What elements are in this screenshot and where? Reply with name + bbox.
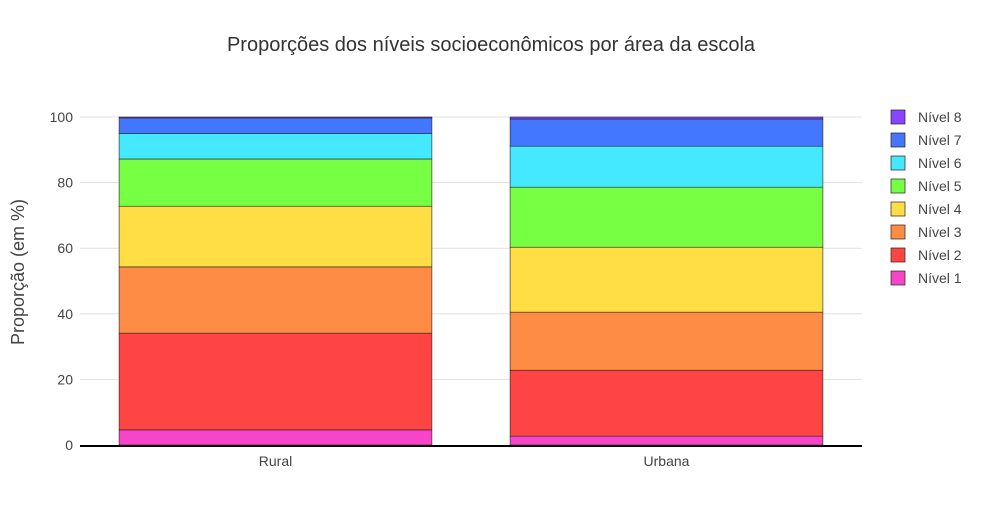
legend-item[interactable]: Nível 1 [890, 270, 962, 286]
bars [118, 116, 824, 446]
bar-segment[interactable] [118, 116, 433, 119]
legend-label: Nível 8 [918, 109, 962, 125]
bar-segment[interactable] [509, 246, 824, 313]
y-axis-title: Proporção (em %) [8, 199, 28, 345]
bar-segment[interactable] [118, 332, 433, 431]
legend-label: Nível 6 [918, 155, 962, 171]
legend-label: Nível 3 [918, 224, 962, 240]
bar-segment[interactable] [118, 158, 433, 207]
axes: 0 20 40 60 80 100 Rural Urbana [50, 109, 862, 469]
legend-label: Nível 1 [918, 270, 962, 286]
y-tick-label: 80 [57, 175, 73, 191]
y-tick-label: 60 [57, 240, 73, 256]
x-tick-label: Rural [259, 453, 292, 469]
legend-label: Nível 7 [918, 132, 962, 148]
y-tick-label: 20 [57, 371, 73, 387]
legend-item[interactable]: Nível 7 [890, 132, 962, 148]
legend-swatch [890, 178, 906, 194]
bar-segment[interactable] [509, 145, 824, 188]
bar-segment[interactable] [509, 116, 824, 120]
y-tick-label: 0 [65, 437, 73, 453]
chart-title: Proporções dos níveis socioeconômicos po… [227, 34, 756, 56]
bar-segment[interactable] [509, 186, 824, 248]
legend-label: Nível 2 [918, 247, 962, 263]
bar-segment[interactable] [509, 118, 824, 147]
bar-segment[interactable] [509, 311, 824, 371]
legend-swatch [890, 109, 906, 125]
legend-label: Nível 4 [918, 201, 962, 217]
legend-swatch [890, 247, 906, 263]
legend-item[interactable]: Nível 8 [890, 109, 962, 125]
x-tick-label: Urbana [644, 453, 690, 469]
legend-swatch [890, 201, 906, 217]
bar-segment[interactable] [118, 117, 433, 134]
legend: Nível 8 Nível 7 Nível 6 Nível 5 Nível 4 Nível… [890, 109, 962, 286]
legend-swatch [890, 270, 906, 286]
legend-item[interactable]: Nível 2 [890, 247, 962, 263]
legend-swatch [890, 155, 906, 171]
legend-swatch [890, 132, 906, 148]
legend-swatch [890, 224, 906, 240]
legend-item[interactable]: Nível 6 [890, 155, 962, 171]
bar-segment[interactable] [118, 205, 433, 268]
legend-item[interactable]: Nível 5 [890, 178, 962, 194]
bar-segment[interactable] [509, 369, 824, 437]
y-tick-label: 40 [57, 306, 73, 322]
legend-item[interactable]: Nível 4 [890, 201, 962, 217]
bar-segment[interactable] [118, 266, 433, 334]
bar-segment[interactable] [118, 429, 433, 446]
bar-segment[interactable] [118, 133, 433, 160]
legend-label: Nível 5 [918, 178, 962, 194]
bar-segment[interactable] [509, 435, 824, 446]
y-tick-label: 100 [50, 109, 74, 125]
legend-item[interactable]: Nível 3 [890, 224, 962, 240]
